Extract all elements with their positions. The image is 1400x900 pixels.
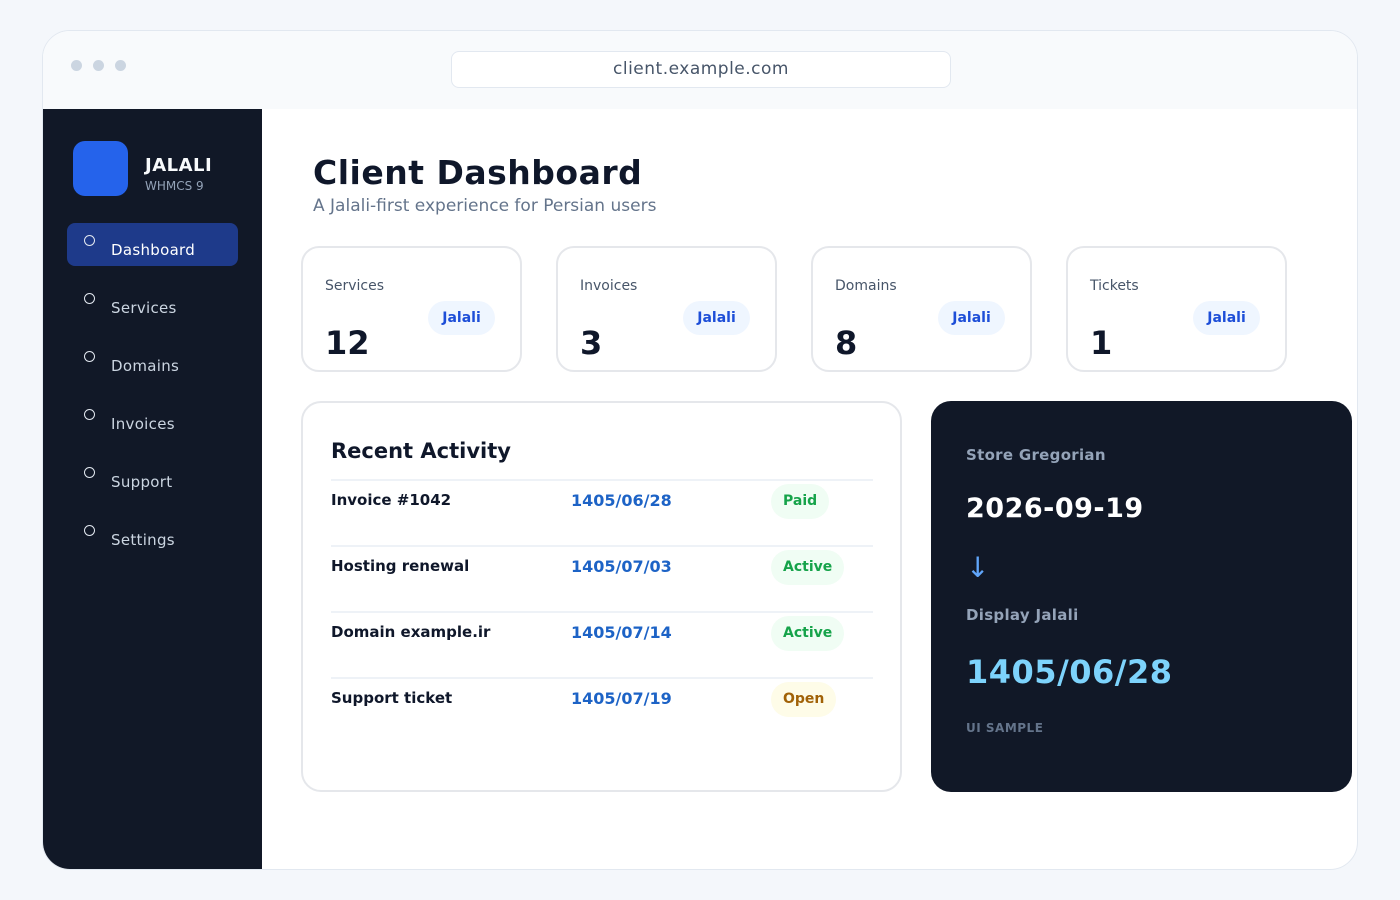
date-conversion-card: Store Gregorian 2026-09-19 ↓ Display Jal…	[931, 401, 1352, 792]
sidebar-item-domains[interactable]: Domains	[67, 339, 238, 382]
url-bar[interactable]: client.example.com	[451, 51, 951, 88]
status-badge: Paid	[771, 484, 830, 519]
jalali-badge: Jalali	[1193, 301, 1260, 335]
sidebar-item-label: Support	[111, 473, 173, 491]
stat-card-tickets[interactable]: Tickets 1 Jalali	[1066, 246, 1287, 372]
stat-label: Services	[325, 278, 385, 294]
activity-name: Domain example.ir	[331, 623, 491, 641]
ui-sample-label: UI SAMPLE	[966, 721, 1044, 735]
activity-row[interactable]: Support ticket 1405/07/19 Open	[331, 677, 873, 743]
stat-value: 12	[325, 324, 370, 362]
page-subtitle: A Jalali-first experience for Persian us…	[313, 196, 657, 216]
browser-titlebar: client.example.com	[43, 31, 1357, 109]
circle-icon	[84, 293, 95, 304]
browser-window: client.example.com JALALI WHMCS 9 Dashbo…	[42, 30, 1358, 870]
sidebar-item-support[interactable]: Support	[67, 455, 238, 498]
recent-activity-card: Recent Activity Invoice #1042 1405/06/28…	[301, 401, 902, 792]
window-dot-icon[interactable]	[115, 60, 126, 71]
stat-label: Invoices	[580, 278, 638, 294]
sidebar-item-label: Invoices	[111, 415, 175, 433]
stat-card-invoices[interactable]: Invoices 3 Jalali	[556, 246, 777, 372]
stat-label: Domains	[835, 278, 897, 294]
arrow-down-icon: ↓	[966, 551, 990, 584]
jalali-badge: Jalali	[683, 301, 750, 335]
sidebar-item-invoices[interactable]: Invoices	[67, 397, 238, 440]
window-dot-icon[interactable]	[71, 60, 82, 71]
circle-icon	[84, 351, 95, 362]
activity-row[interactable]: Invoice #1042 1405/06/28 Paid	[331, 479, 873, 545]
brand-name: JALALI	[145, 155, 213, 176]
activity-date: 1405/07/03	[571, 557, 672, 576]
sidebar-item-label: Dashboard	[111, 241, 196, 259]
sidebar-item-label: Services	[111, 299, 177, 317]
stat-label: Tickets	[1090, 278, 1139, 294]
circle-icon	[84, 409, 95, 420]
activity-date: 1405/06/28	[571, 491, 672, 510]
sidebar-item-label: Domains	[111, 357, 180, 375]
status-badge: Active	[771, 616, 845, 651]
status-badge: Active	[771, 550, 845, 585]
activity-name: Invoice #1042	[331, 491, 452, 509]
brand-logo	[73, 141, 128, 196]
sidebar: JALALI WHMCS 9 Dashboard Services Domain…	[43, 109, 262, 869]
stat-value: 1	[1090, 324, 1113, 362]
recent-activity-title: Recent Activity	[331, 439, 511, 463]
sidebar-item-services[interactable]: Services	[67, 281, 238, 324]
circle-icon	[84, 525, 95, 536]
sidebar-item-label: Settings	[111, 531, 175, 549]
jalali-badge: Jalali	[938, 301, 1005, 335]
activity-row[interactable]: Hosting renewal 1405/07/03 Active	[331, 545, 873, 611]
page-title: Client Dashboard	[313, 153, 643, 192]
jalali-badge: Jalali	[428, 301, 495, 335]
stat-value: 3	[580, 324, 603, 362]
stat-card-domains[interactable]: Domains 8 Jalali	[811, 246, 1032, 372]
activity-name: Hosting renewal	[331, 557, 470, 575]
status-badge: Open	[771, 682, 837, 717]
display-jalali-value: 1405/06/28	[966, 653, 1173, 691]
activity-row[interactable]: Domain example.ir 1405/07/14 Active	[331, 611, 873, 677]
window-dot-icon[interactable]	[93, 60, 104, 71]
store-gregorian-label: Store Gregorian	[966, 446, 1106, 464]
activity-name: Support ticket	[331, 689, 453, 707]
stat-value: 8	[835, 324, 858, 362]
store-gregorian-value: 2026-09-19	[966, 493, 1144, 524]
sidebar-item-settings[interactable]: Settings	[67, 513, 238, 556]
activity-date: 1405/07/19	[571, 689, 672, 708]
brand-subtitle: WHMCS 9	[145, 179, 204, 193]
activity-date: 1405/07/14	[571, 623, 672, 642]
sidebar-item-dashboard[interactable]: Dashboard	[67, 223, 238, 266]
display-jalali-label: Display Jalali	[966, 606, 1079, 624]
stat-card-services[interactable]: Services 12 Jalali	[301, 246, 522, 372]
circle-icon	[84, 235, 95, 246]
circle-icon	[84, 467, 95, 478]
